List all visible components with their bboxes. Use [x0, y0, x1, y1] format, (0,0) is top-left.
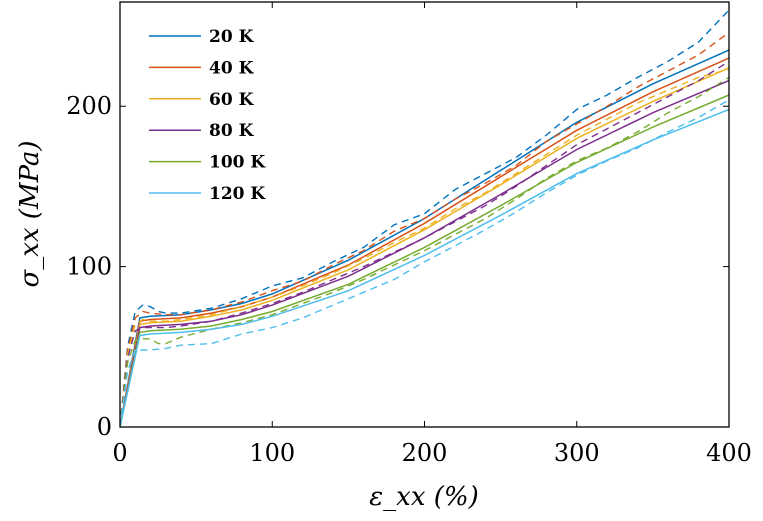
y-tick-label: 200	[66, 92, 112, 120]
legend-label-100k: 100 K	[209, 153, 266, 173]
ticks-layer: 0 100 200 300 400 0 100 200	[66, 2, 752, 467]
legend: 20 K 40 K 60 K 80 K 100 K 120 K	[149, 27, 266, 204]
series-60k-solid	[120, 67, 729, 427]
series-layer	[120, 9, 729, 427]
series-20k-dashed	[120, 9, 729, 427]
x-tick-label: 400	[706, 439, 752, 467]
x-tick-label: 0	[112, 439, 127, 467]
series-40k-dashed	[120, 31, 729, 427]
y-tick-label: 100	[66, 253, 112, 281]
x-tick-label: 300	[554, 439, 600, 467]
series-80k-dashed	[120, 60, 729, 427]
x-tick-label: 200	[402, 439, 448, 467]
series-60k-dashed	[120, 68, 729, 427]
y-tick-label: 0	[97, 413, 112, 441]
series-120k-solid	[120, 108, 729, 427]
legend-label-40k: 40 K	[209, 58, 255, 78]
legend-label-120k: 120 K	[209, 184, 266, 204]
legend-label-80k: 80 K	[209, 121, 255, 141]
series-80k-solid	[120, 79, 729, 427]
x-tick-label: 100	[249, 439, 295, 467]
series-120k-dashed	[120, 99, 729, 427]
series-20k-solid	[120, 49, 729, 427]
x-axis-label: ε_xx (%)	[369, 482, 479, 512]
legend-label-60k: 60 K	[209, 90, 255, 110]
legend-label-20k: 20 K	[209, 27, 255, 47]
y-axis-label: σ_xx (MPa)	[15, 140, 45, 287]
series-100k-solid	[120, 94, 729, 427]
